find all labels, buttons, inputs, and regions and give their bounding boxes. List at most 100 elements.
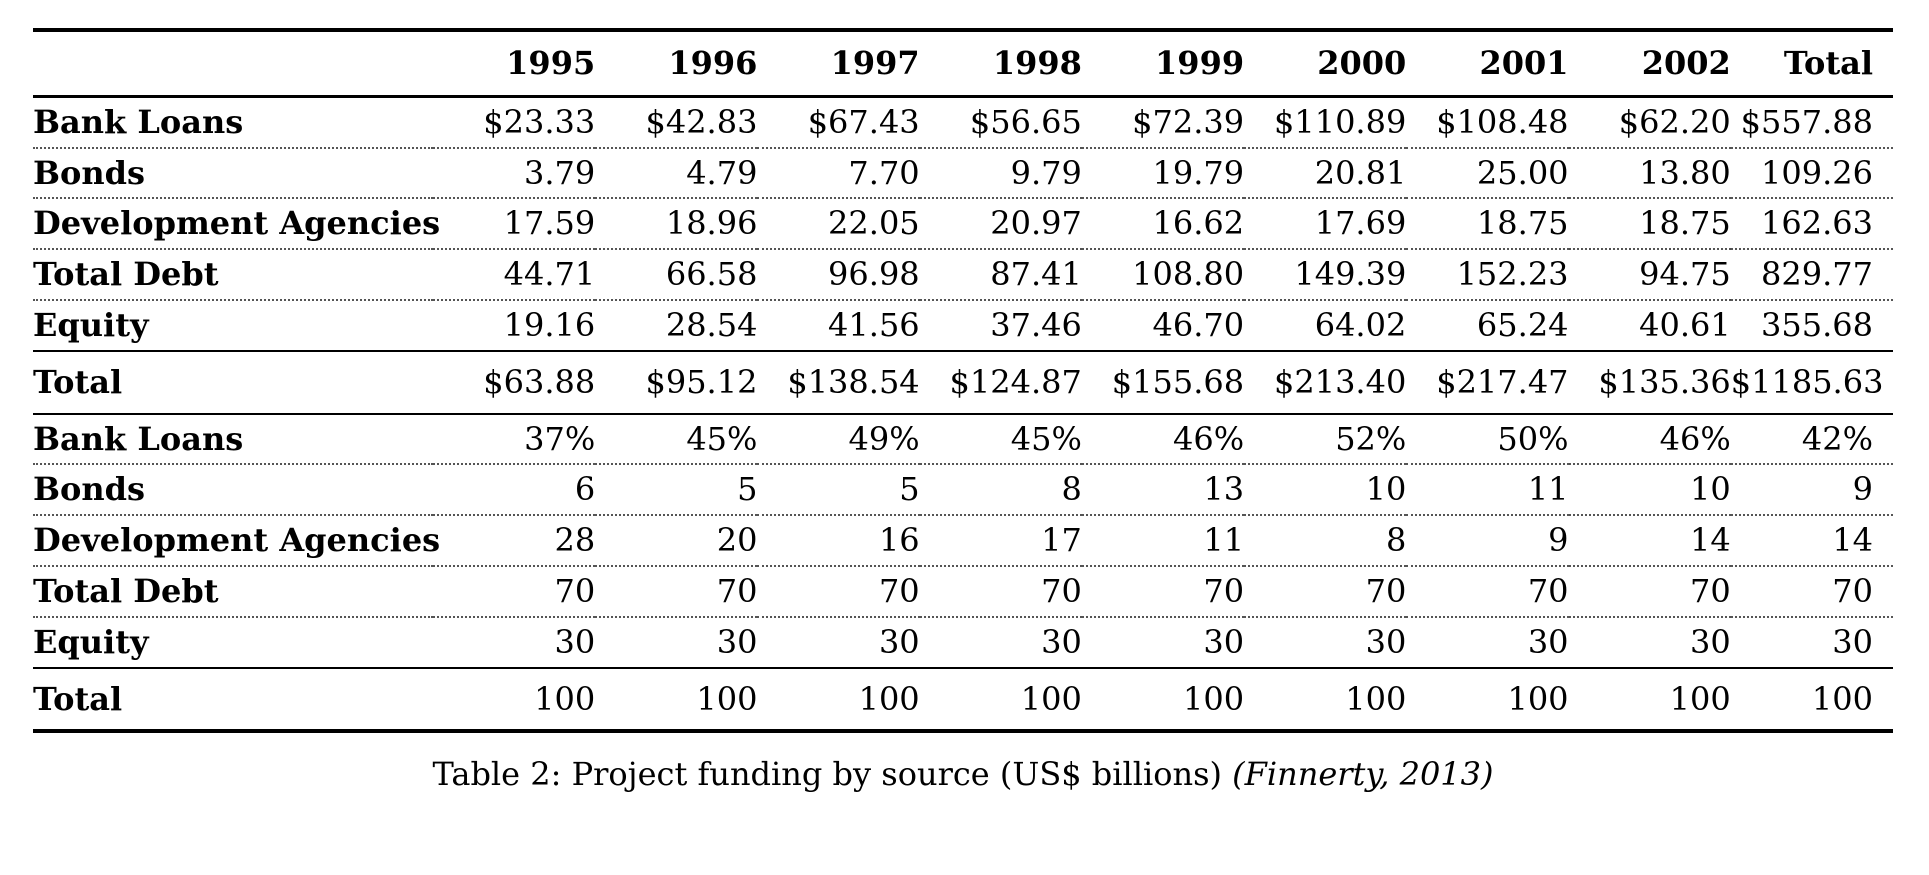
cell-value: 11	[1406, 464, 1569, 517]
cell-value: 70	[919, 565, 1082, 618]
cell-value: 9.79	[919, 147, 1082, 200]
cell-value: 66.58	[595, 249, 758, 301]
header-cell-1999: 1999	[1081, 30, 1245, 98]
cell-value: 829.77	[1730, 249, 1893, 301]
header-cell-1996: 1996	[595, 30, 758, 98]
cell-value: 18.75	[1568, 198, 1731, 251]
cell-value: 20.97	[919, 198, 1082, 251]
row-total-debt-percentages: Total Debt 70 70 70 70 70 70 70 70 70	[33, 565, 1893, 618]
cell-value: 45%	[595, 413, 758, 466]
cell-value: 7.70	[757, 147, 920, 200]
header-cell-1998: 1998	[919, 30, 1082, 98]
row-bank-loans-percentages: Bank Loans 37% 45% 49% 45% 46% 52% 50% 46% 42%	[33, 413, 1893, 466]
cell-value: 6	[433, 464, 596, 517]
row-bank-loans-amounts: Bank Loans $23.33 $42.83 $67.43 $56.65 $72.39…	[33, 96, 1893, 149]
cell-value: 10	[1568, 464, 1731, 517]
cell-value: 100	[919, 666, 1082, 734]
table-caption: Table 2: Project funding by source (US$ …	[33, 755, 1893, 793]
cell-value: 100	[433, 666, 596, 734]
cell-value: 20	[595, 515, 758, 567]
cell-value: 70	[757, 565, 920, 618]
row-label: Equity	[33, 622, 149, 661]
cell-value: 46%	[1081, 413, 1245, 466]
cell-value: 87.41	[919, 249, 1082, 301]
row-label: Equity	[33, 305, 149, 344]
row-label: Development Agencies	[33, 198, 440, 251]
cell-value: 30	[1203, 622, 1245, 661]
cell-value: 17	[919, 515, 1082, 567]
cell-value: $108.48	[1406, 96, 1569, 149]
cell-value: 14	[1730, 515, 1893, 567]
cell-value: 3.79	[433, 147, 596, 200]
cell-value: 18.96	[595, 198, 758, 251]
cell-value: 64.02	[1314, 305, 1407, 344]
cell-value: $42.83	[595, 96, 758, 149]
header-cell-2000: 2000	[1244, 30, 1407, 98]
cell-value: 28	[433, 515, 596, 567]
cell-value: 355.68	[1761, 305, 1873, 344]
row-bonds-amounts: Bonds 3.79 4.79 7.70 9.79 19.79 20.81 25.00 13.8…	[33, 147, 1893, 200]
cell-value: 100	[1406, 666, 1569, 734]
header-cell-1995: 1995	[433, 30, 596, 98]
row-equity-percentages: Equity 30 30 30 30 30 30 30 30 30	[33, 617, 1893, 668]
funding-table: 1995 1996 1997 1998 1999 2000 2001 2002 Total Ba…	[33, 28, 1893, 734]
cell-value: 100	[1081, 666, 1245, 734]
cell-value: $95.12	[595, 349, 758, 415]
cell-value: 100	[1568, 666, 1731, 734]
row-label: Total Debt	[33, 249, 433, 301]
cell-value: 100	[595, 666, 758, 734]
row-total-amounts-total: Total $63.88 $95.12 $138.54 $124.87 $155.68 $2…	[33, 349, 1893, 415]
cell-value: 96.98	[757, 249, 920, 301]
cell-value: $213.40	[1244, 349, 1407, 415]
cell-value: 16.62	[1081, 198, 1245, 251]
cell-value: 30	[1690, 622, 1731, 661]
cell-value: 37%	[433, 413, 596, 466]
header-cell-2001: 2001	[1406, 30, 1569, 98]
cell-value: $138.54	[757, 349, 920, 415]
cell-value: 28.54	[665, 305, 758, 344]
cell-value: 70	[1244, 565, 1407, 618]
cell-value: 19.16	[503, 305, 596, 344]
cell-value: 17.59	[433, 198, 596, 251]
cell-value: $1185.63	[1730, 349, 1893, 415]
cell-value: 30	[1365, 622, 1407, 661]
cell-value: 8	[919, 464, 1082, 517]
cell-value: 9	[1406, 515, 1569, 567]
cell-value: 70	[1568, 565, 1731, 618]
cell-value: 108.80	[1081, 249, 1245, 301]
cell-value: 30	[716, 622, 758, 661]
row-label: Development Agencies	[33, 515, 440, 567]
cell-value: 18.75	[1406, 198, 1569, 251]
cell-value: 70	[595, 565, 758, 618]
cell-value: 16	[757, 515, 920, 567]
cell-value: $56.65	[919, 96, 1082, 149]
cell-value: 19.79	[1081, 147, 1245, 200]
row-total-debt-amounts: Total Debt 44.71 66.58 96.98 87.41 108.80 149.…	[33, 249, 1893, 301]
cell-value: 45%	[919, 413, 1082, 466]
row-bonds-percentages: Bonds 6 5 5 8 13 10 11 10 9	[33, 464, 1893, 517]
row-label: Bonds	[33, 147, 433, 200]
cell-value: 30	[554, 622, 596, 661]
cell-value: 94.75	[1568, 249, 1731, 301]
cell-value: 40.61	[1639, 305, 1731, 344]
row-label: Total	[33, 349, 433, 415]
cell-value: 30	[1041, 622, 1082, 661]
caption-citation: (Finnerty, 2013)	[1232, 755, 1494, 794]
row-label: Bank Loans	[33, 96, 433, 149]
cell-value: 8	[1244, 515, 1407, 567]
table-body: Bank Loans $23.33 $42.83 $67.43 $56.65 $72.39…	[33, 96, 1893, 734]
cell-value: $62.20	[1568, 96, 1731, 149]
row-total-percentages-total: Total 100 100 100 100 100 100 100 100 100	[33, 666, 1893, 734]
cell-value: 70	[433, 565, 596, 618]
row-label: Bank Loans	[33, 413, 433, 466]
cell-value: 5	[757, 464, 920, 517]
cell-value: 4.79	[595, 147, 758, 200]
cell-value: $124.87	[919, 349, 1082, 415]
funding-table-container: 1995 1996 1997 1998 1999 2000 2001 2002 Total Ba…	[33, 28, 1893, 793]
header-cell-2002: 2002	[1568, 30, 1731, 98]
cell-value: 149.39	[1244, 249, 1407, 301]
cell-value: 46%	[1568, 413, 1731, 466]
caption-text: Table 2: Project funding by source (US$ …	[432, 755, 1223, 794]
cell-value: $72.39	[1081, 96, 1245, 149]
row-label: Total	[33, 666, 433, 734]
